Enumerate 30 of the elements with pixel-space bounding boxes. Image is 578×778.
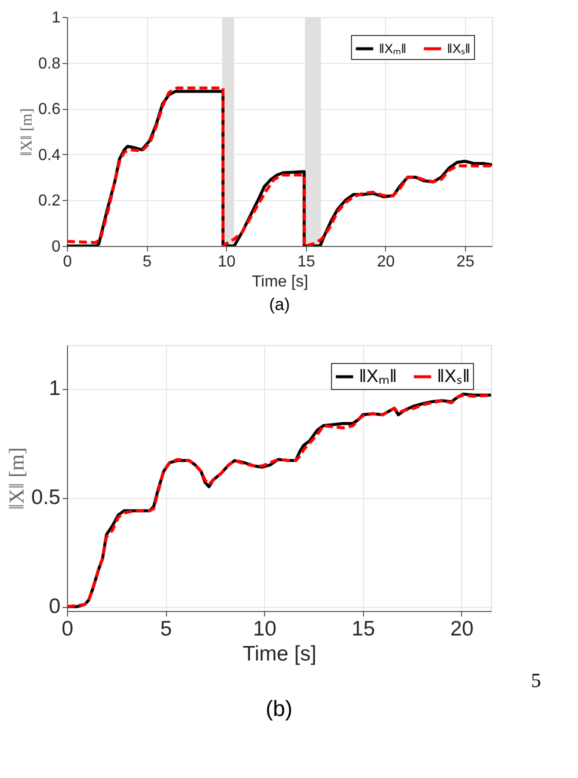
y-tick-label: 0.5 [31, 486, 60, 510]
text: 5 [531, 670, 541, 692]
y-axis-title: ‖X‖ [m] [18, 108, 36, 156]
y-tick-label: 0 [52, 238, 61, 256]
y-tick-label: 1 [52, 10, 61, 26]
legend-label: ‖Xₛ‖ [447, 40, 470, 56]
x-axis-title: Time [s] [252, 274, 308, 290]
legend-label: ‖Xₘ‖ [359, 366, 397, 386]
y-tick-label: 0.4 [38, 146, 61, 164]
x-axis-title: Time [s] [242, 642, 316, 666]
x-tick-label: 25 [456, 254, 474, 270]
x-tick-label: 5 [142, 254, 152, 270]
legend-label: ‖Xₘ‖ [379, 40, 406, 56]
x-tick-label: 10 [253, 618, 276, 640]
y-tick-label: 1 [48, 377, 60, 400]
x-tick-label: 15 [352, 618, 375, 640]
text: (b) [266, 696, 292, 721]
x-tick-label: 15 [297, 254, 316, 270]
y-tick-label: 0 [48, 595, 60, 618]
x-tick-label: 10 [218, 254, 236, 270]
x-tick-label: 0 [63, 254, 72, 270]
x-tick-label: 20 [376, 254, 395, 270]
y-tick-label: 0.8 [38, 55, 61, 72]
x-tick-label: 5 [160, 618, 172, 640]
text: (a) [269, 295, 290, 314]
y-tick-label: 0.6 [38, 101, 61, 118]
legend-label: ‖Xₛ‖ [437, 366, 470, 386]
x-tick-label: 20 [450, 618, 474, 640]
y-axis-title: ‖X‖ [m] [4, 447, 28, 510]
y-tick-label: 0.2 [38, 192, 61, 210]
